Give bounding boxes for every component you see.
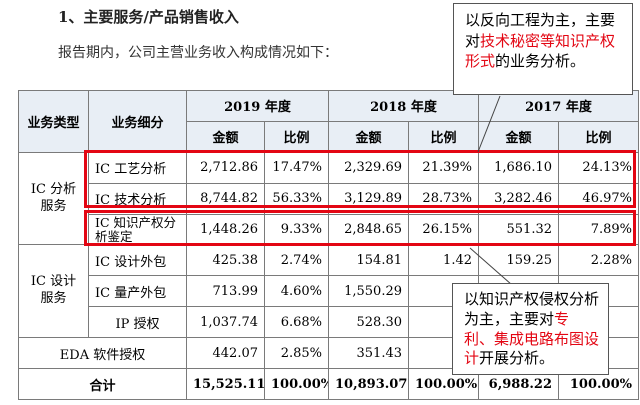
cell: 9.33%: [264, 213, 329, 246]
header-row-sub: 金额 比例 金额 比例 金额 比例: [19, 120, 639, 153]
arrow-top: [477, 95, 501, 153]
callout-top-text-end: 的业务分析。: [495, 52, 586, 71]
cell: 713.99: [186, 275, 265, 308]
revenue-table: 业务类型 业务细分 2019 年度 2018 年度 2017 年度 金额 比例 …: [18, 90, 639, 400]
year-header: 2017 年度: [478, 90, 639, 122]
header-row-years: 业务类型 业务细分 2019 年度 2018 年度 2017 年度: [18, 90, 639, 153]
callout-top: 以反向工程为主，主要对技术秘密等知识产权形式的业务分析。: [453, 3, 633, 95]
row-label: IP 授权: [88, 306, 187, 339]
cell: 2.74%: [264, 244, 329, 277]
highlight-box-analysis-rows: [84, 150, 636, 208]
callout-bottom: 以知识产权侵权分析为主，主要对专利、集成电路布图设计开展分析。: [452, 283, 609, 375]
cell: 2,712.86: [186, 151, 265, 184]
callout-top-highlight: 技术秘密等知识产权形式: [465, 31, 616, 71]
sub-header-ratio: 比例: [558, 120, 639, 153]
cell: 442.07: [186, 337, 265, 370]
section-heading: 1、主要服务/产品销售收入: [58, 8, 239, 26]
total-label: 合计: [18, 368, 187, 400]
callout-top-text: 以反向工程为主，主要对: [465, 11, 616, 50]
year-header: 2018 年度: [328, 90, 479, 122]
col-header-detail: 业务细分: [88, 90, 187, 153]
group-eda: EDA 软件授权: [18, 337, 187, 370]
cell: 551.32: [478, 213, 559, 246]
cell: 10,893.07: [328, 368, 409, 400]
table-row: IC 分析服务 IC 工艺分析 2,712.86 17.47% 2,329.69…: [18, 151, 639, 246]
col-header-type: 业务类型: [18, 90, 89, 153]
row-label: IC 知识产权分析鉴定: [88, 213, 187, 246]
callout-bottom-text-end: 开展分析。: [479, 349, 555, 368]
cell: 154.81: [328, 244, 409, 277]
sub-header-ratio: 比例: [264, 120, 329, 153]
cell: 2,329.69: [328, 151, 409, 184]
sub-header-amount: 金额: [478, 120, 559, 153]
group-ic-design: IC 设计服务: [18, 244, 89, 339]
sub-header-amount: 金额: [186, 120, 265, 153]
cell: 28.73%: [408, 182, 479, 215]
cell: 3,282.46: [478, 182, 559, 215]
row-label: IC 量产外包: [88, 275, 187, 308]
intro-text: 报告期内，公司主营业务收入构成情况如下：: [58, 45, 338, 61]
cell: 425.38: [186, 244, 265, 277]
year-header: 2019 年度: [186, 90, 329, 122]
callout-bottom-text: 以知识产权侵权分析为主，主要对: [464, 290, 600, 328]
cell: 100.00%: [408, 368, 479, 400]
table-row: IC 设计服务 IC 设计外包 425.38 2.74% 154.81 1.42…: [18, 244, 639, 339]
cell: 56.33%: [264, 182, 329, 215]
callout-bottom-highlight: 专利、集成电路布图设计: [464, 309, 600, 368]
cell: 46.97%: [558, 182, 639, 215]
cell: 100.00%: [264, 368, 329, 400]
cell: 1,037.74: [186, 306, 265, 339]
cell: 1,550.29: [328, 275, 409, 308]
cell: 4.60%: [264, 275, 329, 308]
cell: 8,744.82: [186, 182, 265, 215]
cell: 159.25: [478, 244, 559, 277]
cell: 15,525.11: [186, 368, 265, 400]
highlight-box-ip-row: [84, 210, 636, 246]
sub-header-ratio: 比例: [408, 120, 479, 153]
